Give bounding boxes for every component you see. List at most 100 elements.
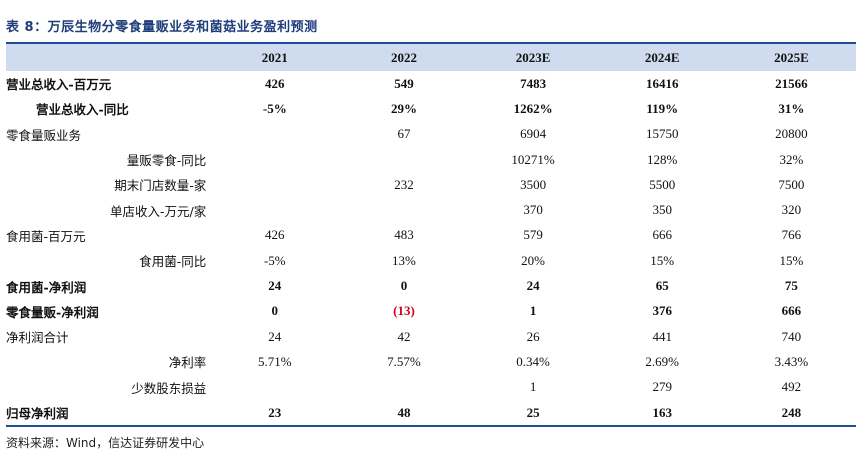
row-label: 食用菌-同比 — [139, 254, 207, 270]
table-cell: 24 — [526, 278, 540, 294]
table-cell: 24 — [268, 278, 282, 294]
table-cell: 15% — [650, 252, 675, 268]
table-cell: 42 — [397, 328, 411, 344]
table-cell: -5% — [263, 252, 286, 268]
table-cell: 26 — [526, 328, 540, 344]
table-cell: 15750 — [645, 126, 679, 142]
table-cell: 350 — [652, 202, 672, 218]
table-cell: 376 — [652, 303, 672, 319]
row-label: 零食量贩-净利润 — [6, 304, 99, 320]
table-row: 食用菌-同比 -5% 13% 20% 15% 15% — [6, 248, 856, 273]
row-label: 食用菌-百万元 — [6, 228, 86, 244]
row-label: 期末门店数量-家 — [114, 178, 207, 194]
table-cell: 3.43% — [774, 353, 809, 369]
table-cell: 0 — [271, 303, 279, 319]
table-cell: 67 — [397, 126, 411, 142]
table-cell: 31% — [778, 100, 805, 116]
table-cell: 1 — [529, 303, 537, 319]
table-row: 少数股东损益 1 279 492 — [6, 375, 856, 400]
table-cell: 3500 — [520, 176, 547, 192]
table-cell: 1 — [529, 379, 537, 395]
table-cell: 10271% — [511, 151, 555, 167]
header-cell-2023e: 2023E — [468, 44, 598, 71]
table-row: 净利润合计 24 42 26 441 740 — [6, 324, 856, 349]
table-cell: 7.57% — [387, 353, 421, 369]
header-cell-2021: 2021 — [210, 44, 340, 71]
row-label: 少数股东损益 — [131, 380, 207, 396]
table-cell — [210, 147, 339, 172]
row-label: 净利率 — [168, 355, 207, 371]
table-cell: 128% — [647, 151, 678, 167]
row-label: 单店收入-万元/家 — [110, 203, 207, 219]
table-cell: 20800 — [775, 126, 808, 142]
table-cell — [339, 197, 468, 222]
top-rule — [6, 42, 856, 44]
table-cell: 48 — [339, 399, 469, 428]
table-cell: 1262% — [513, 100, 553, 116]
row-label: 营业总收入-百万元 — [6, 77, 112, 93]
header-cell-2025e: 2025E — [726, 44, 856, 71]
table-cell: 7483 — [520, 75, 547, 91]
table-cell: 7500 — [778, 176, 805, 192]
table-cell: 579 — [523, 227, 543, 243]
table-cell: 666 — [781, 303, 802, 319]
table-cell: 0 — [400, 278, 408, 294]
table-cell: 492 — [781, 379, 802, 395]
negative-value-cell: (13) — [393, 303, 415, 319]
table-cell: -5% — [262, 100, 287, 116]
table-cell — [339, 147, 468, 172]
header-cell-label — [6, 44, 211, 71]
table-cell: 248 — [726, 399, 856, 428]
table-row: 营业总收入-同比 -5% 29% 1262% 119% 31% — [6, 96, 856, 121]
table-cell: 5500 — [649, 176, 676, 192]
table-cell: 75 — [784, 278, 798, 294]
table-cell: 441 — [652, 328, 672, 344]
table-row: 期末门店数量-家 232 3500 5500 7500 — [6, 172, 856, 197]
header-row: 2021 2022 2023E 2024E 2025E — [6, 44, 856, 71]
table-cell: 15% — [779, 252, 804, 268]
row-label: 净利润合计 — [6, 330, 69, 346]
header-cell-2024e: 2024E — [597, 44, 727, 71]
table-cell: 5.71% — [258, 353, 292, 369]
table-cell: 426 — [265, 75, 285, 91]
table-cell — [339, 375, 468, 400]
table-cell: 24 — [268, 328, 282, 344]
table-cell: 119% — [646, 100, 679, 116]
table-row: 量贩零食-同比 10271% 128% 32% — [6, 147, 856, 172]
source-note: 资料来源：Wind，信达证券研发中心 — [6, 436, 205, 450]
table-cell: 25 — [468, 399, 598, 428]
table-row: 净利率 5.71% 7.57% 0.34% 2.69% 3.43% — [6, 349, 856, 374]
table-row: 零食量贩业务 67 6904 15750 20800 — [6, 122, 856, 147]
row-label: 食用菌-净利润 — [6, 279, 87, 295]
table-cell: 483 — [394, 227, 414, 243]
table-title: 表 8：万辰生物分零食量贩业务和菌菇业务盈利预测 — [6, 20, 318, 35]
table-cell — [210, 122, 339, 147]
row-label: 零食量贩业务 — [6, 127, 82, 143]
table-cell: 370 — [523, 202, 543, 218]
row-label: 营业总收入-同比 — [36, 102, 129, 118]
table-row: 归母净利润 23 48 25 163 248 — [6, 399, 856, 428]
table-cell: 23 — [210, 399, 340, 428]
table-row: 食用菌-净利润 24 0 24 65 75 — [6, 273, 856, 298]
table-cell: 0.34% — [516, 353, 550, 369]
table-cell: 232 — [394, 176, 414, 192]
table-cell: 65 — [655, 278, 669, 294]
table-cell: 2.69% — [645, 353, 680, 369]
table-cell: 20% — [521, 252, 545, 268]
table-cell: 16416 — [645, 75, 679, 91]
table-cell: 666 — [652, 227, 672, 243]
table-cell: 549 — [394, 75, 414, 91]
table-cell: 13% — [392, 252, 416, 268]
header-cell-2022: 2022 — [339, 44, 469, 71]
table-cell: 32% — [779, 151, 804, 167]
table-cell: 163 — [597, 399, 727, 428]
forecast-table: 2021 2022 2023E 2024E 2025E 营业总收入-百万元 42… — [6, 44, 856, 428]
table-cell: 6904 — [520, 126, 547, 142]
table-cell — [210, 197, 339, 222]
table-row: 营业总收入-百万元 426 549 7483 16416 21566 — [6, 71, 856, 96]
table-cell: 320 — [781, 202, 802, 218]
table-cell: 29% — [390, 100, 417, 116]
row-label: 归母净利润 — [6, 399, 211, 428]
table-cell: 21566 — [775, 75, 808, 91]
table-cell — [210, 172, 339, 197]
